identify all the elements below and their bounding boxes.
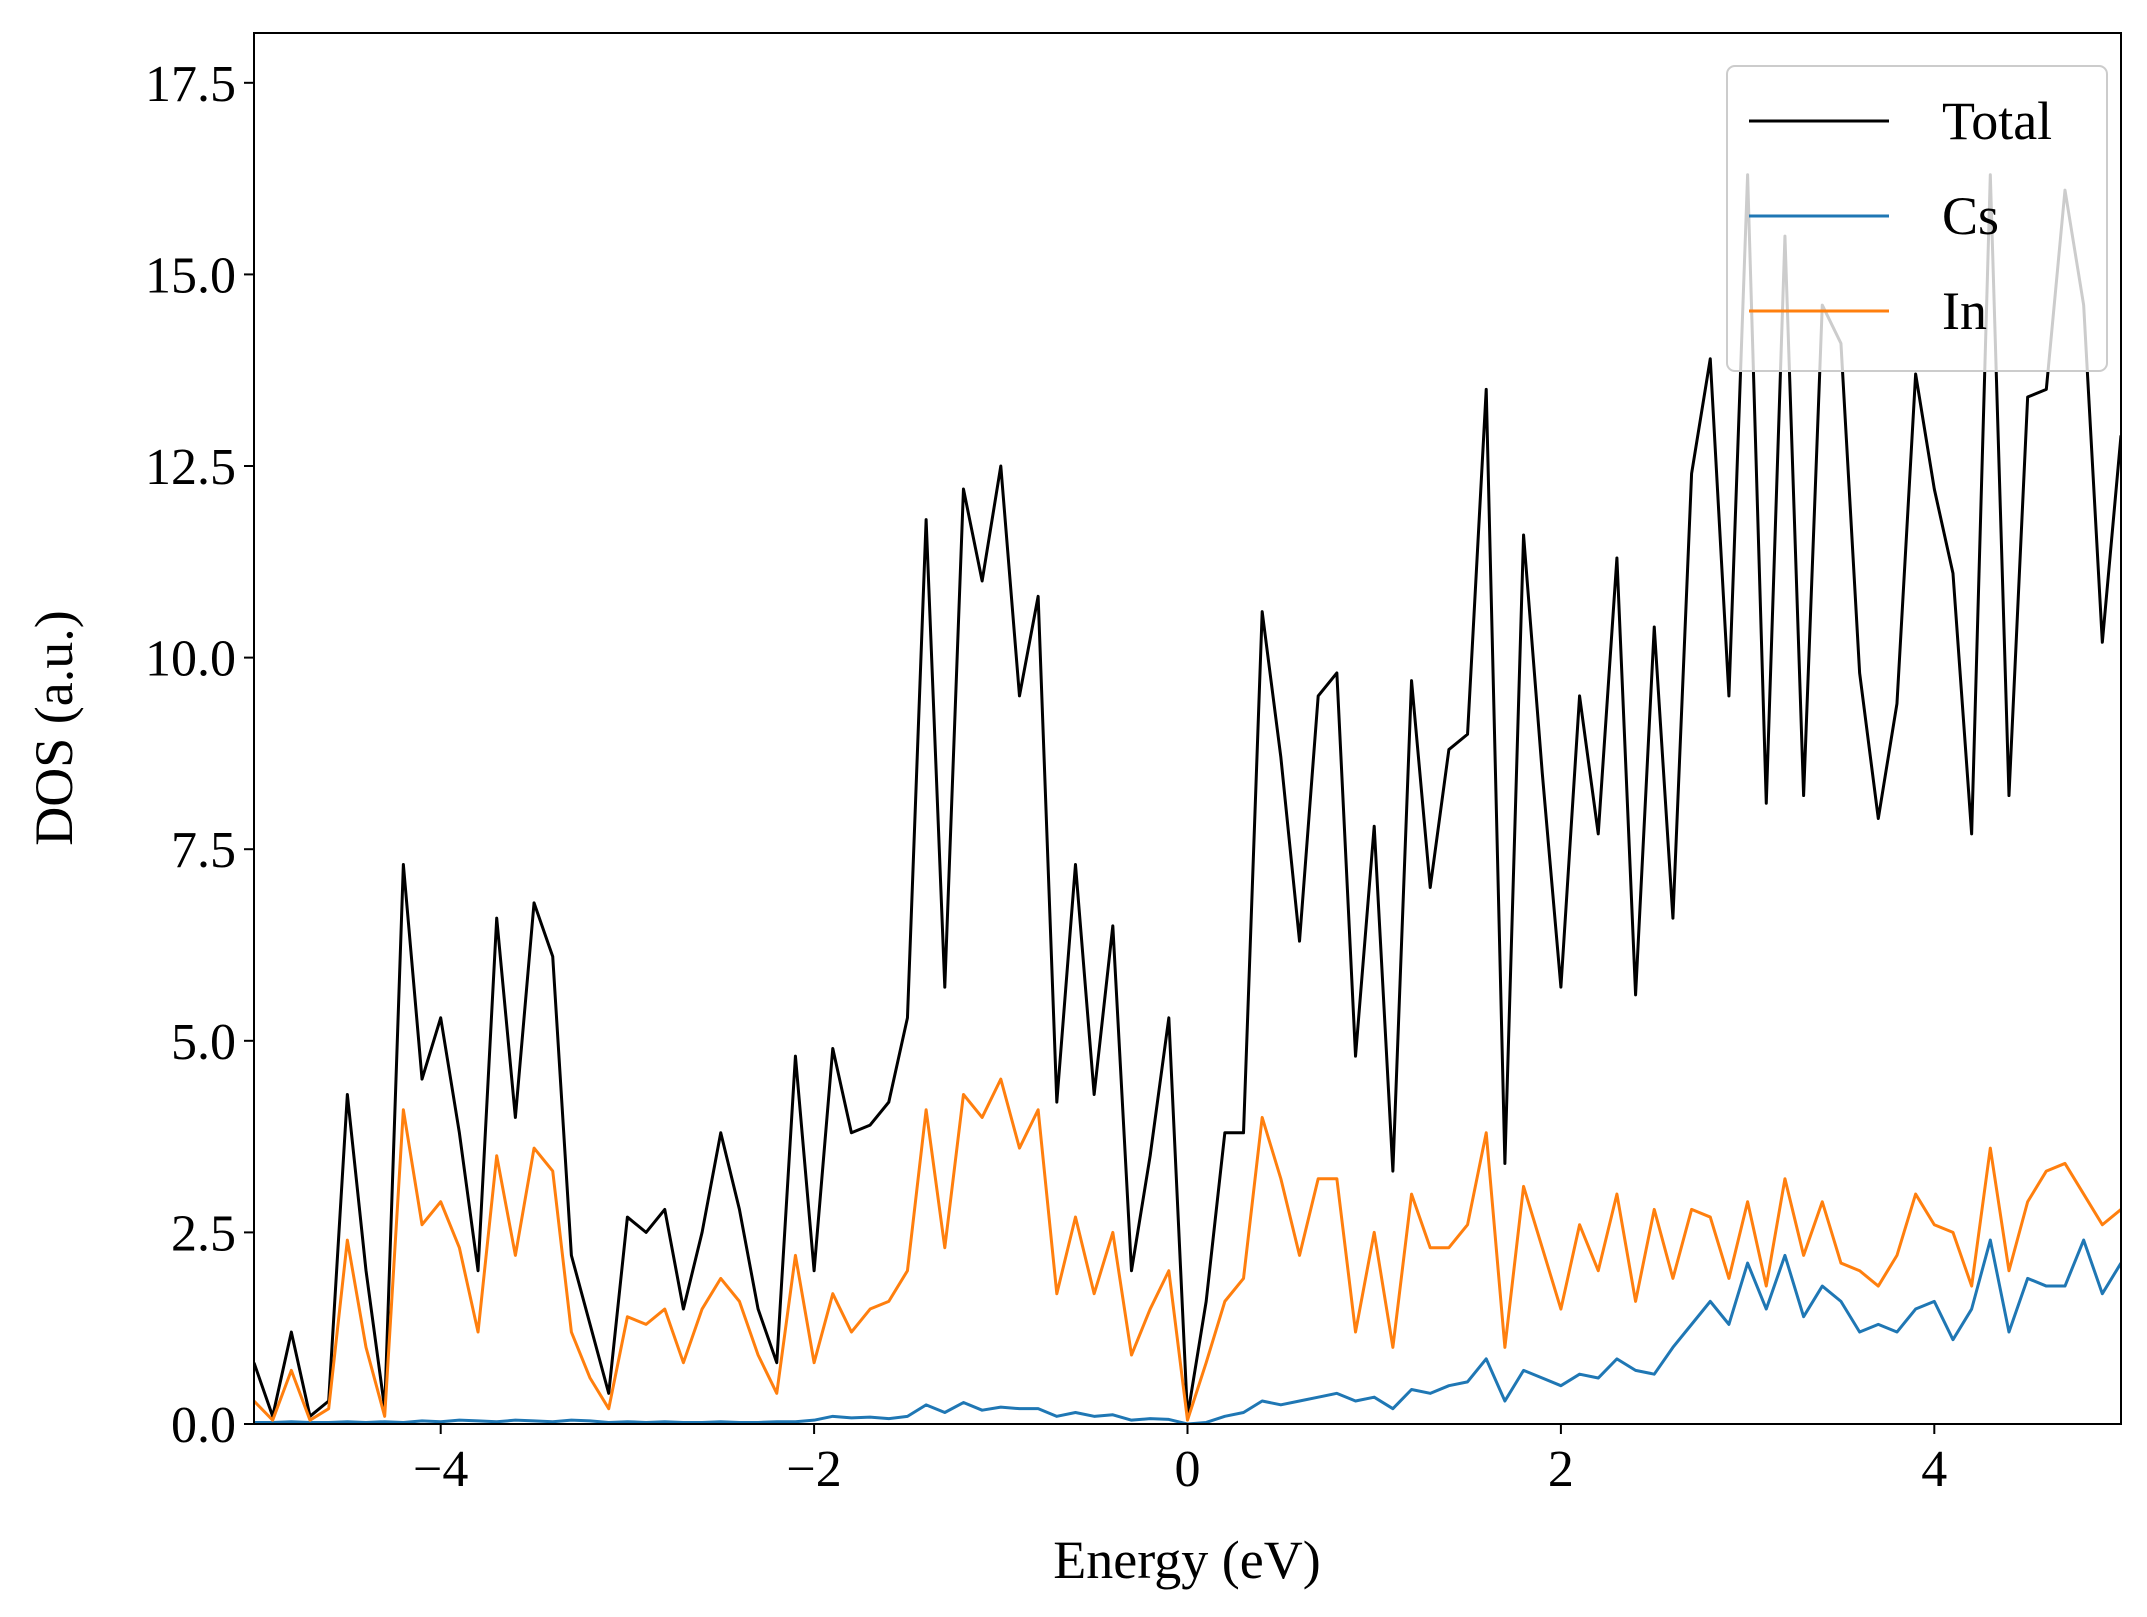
series-line <box>254 1238 2121 1424</box>
y-tick-label: 10.0 <box>145 631 236 688</box>
y-tick-label: 12.5 <box>145 439 236 496</box>
x-tick-label: −2 <box>786 1441 841 1498</box>
x-tick-label: −4 <box>413 1441 468 1498</box>
legend-label: Total <box>1942 91 2052 151</box>
series-line <box>254 1077 2121 1422</box>
legend-box <box>1726 65 2108 372</box>
y-tick-label: 17.5 <box>145 56 236 113</box>
y-tick-label: 7.5 <box>171 822 236 879</box>
y-tick-label: 15.0 <box>145 247 236 304</box>
x-tick-label: 2 <box>1548 1441 1574 1498</box>
x-tick-label: 0 <box>1175 1441 1201 1498</box>
plot-area <box>254 173 2121 1424</box>
y-tick-label: 0.0 <box>171 1397 236 1454</box>
x-axis-label: Energy (eV) <box>1053 1530 1320 1590</box>
legend-label: Cs <box>1942 186 1999 246</box>
legend: Total Cs In <box>1726 65 2108 372</box>
x-tick-label: 4 <box>1921 1441 1947 1498</box>
legend-label: In <box>1942 281 1987 341</box>
y-axis-label: DOS (a.u.) <box>24 610 84 845</box>
y-tick-label: 5.0 <box>171 1014 236 1071</box>
y-tick-label: 2.5 <box>171 1205 236 1262</box>
